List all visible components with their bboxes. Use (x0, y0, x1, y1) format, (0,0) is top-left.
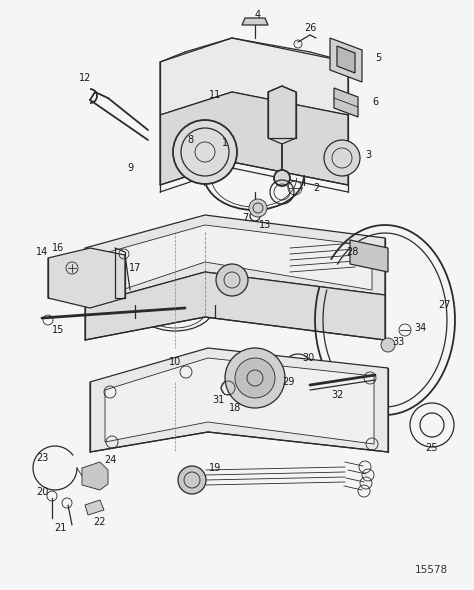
Text: 13: 13 (259, 220, 271, 230)
Text: 22: 22 (94, 517, 106, 527)
Text: 4: 4 (255, 10, 261, 20)
Polygon shape (98, 225, 372, 298)
Text: 5: 5 (375, 53, 381, 63)
Text: 6: 6 (372, 97, 378, 107)
Polygon shape (268, 86, 296, 144)
Text: 23: 23 (36, 453, 48, 463)
Text: 15578: 15578 (415, 565, 448, 575)
Text: 16: 16 (52, 243, 64, 253)
Polygon shape (85, 215, 385, 305)
Polygon shape (105, 358, 374, 444)
Text: 10: 10 (169, 357, 181, 367)
Text: 3: 3 (365, 150, 371, 160)
Circle shape (173, 120, 237, 184)
Text: 8: 8 (187, 135, 193, 145)
Polygon shape (337, 46, 355, 73)
Text: 14: 14 (36, 247, 48, 257)
Text: 29: 29 (282, 377, 294, 387)
Text: 28: 28 (346, 247, 358, 257)
Polygon shape (350, 240, 388, 272)
Text: 7: 7 (242, 213, 248, 223)
Polygon shape (82, 462, 108, 490)
Text: 2: 2 (313, 183, 319, 193)
Text: 25: 25 (426, 443, 438, 453)
Text: 27: 27 (439, 300, 451, 310)
Text: 19: 19 (209, 463, 221, 473)
Polygon shape (330, 38, 362, 82)
Circle shape (274, 170, 290, 186)
Polygon shape (48, 248, 125, 308)
Polygon shape (242, 18, 268, 25)
Text: 30: 30 (302, 353, 314, 363)
Text: 11: 11 (209, 90, 221, 100)
Text: 33: 33 (392, 337, 404, 347)
Text: 18: 18 (229, 403, 241, 413)
Text: 21: 21 (54, 523, 66, 533)
Polygon shape (85, 500, 104, 515)
Polygon shape (160, 92, 348, 185)
Circle shape (381, 338, 395, 352)
Text: 24: 24 (104, 455, 116, 465)
Polygon shape (90, 348, 388, 452)
Text: 1: 1 (222, 138, 228, 148)
Circle shape (216, 264, 248, 296)
Circle shape (235, 358, 275, 398)
Polygon shape (160, 38, 348, 115)
Circle shape (178, 466, 206, 494)
Text: 17: 17 (129, 263, 141, 273)
Text: 26: 26 (304, 23, 316, 33)
Circle shape (324, 140, 360, 176)
Text: 32: 32 (332, 390, 344, 400)
Text: 15: 15 (52, 325, 64, 335)
Text: 31: 31 (212, 395, 224, 405)
Text: 9: 9 (227, 270, 233, 280)
Polygon shape (334, 88, 358, 117)
Circle shape (225, 348, 285, 408)
Text: 34: 34 (414, 323, 426, 333)
Text: 12: 12 (79, 73, 91, 83)
Text: 9: 9 (127, 163, 133, 173)
Circle shape (249, 199, 267, 217)
Text: 20: 20 (36, 487, 48, 497)
Polygon shape (85, 272, 385, 340)
